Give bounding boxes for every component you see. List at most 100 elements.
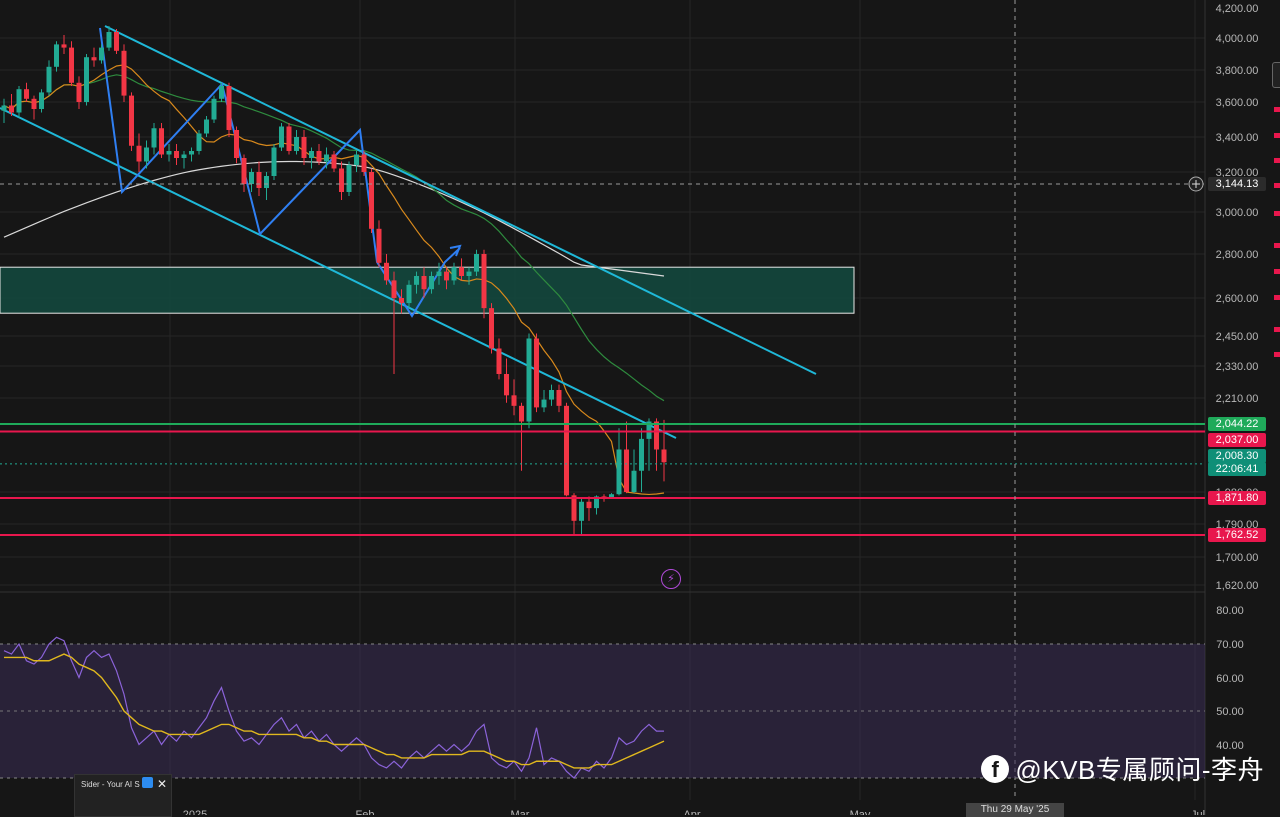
candle-body <box>54 44 59 67</box>
candle-body <box>331 154 337 169</box>
price-axis-label: 2,210.00 <box>1216 393 1259 405</box>
candle-body <box>69 47 74 83</box>
alert-marker[interactable] <box>1274 211 1280 216</box>
candle-body <box>286 126 292 151</box>
lightning-icon[interactable]: ⚡ <box>661 569 681 589</box>
candle-body <box>91 57 97 61</box>
candle-body <box>174 151 179 158</box>
candle-body <box>646 421 652 439</box>
candle-body <box>211 98 217 120</box>
candle-body <box>9 105 14 113</box>
candle-body <box>204 119 209 134</box>
candle-body <box>121 50 127 96</box>
candle-body <box>399 298 404 304</box>
rsi-axis-label: 70.00 <box>1216 639 1244 651</box>
candle-body <box>489 308 494 349</box>
channel-upper-line[interactable] <box>104 25 817 375</box>
candle-body <box>481 254 487 309</box>
side-toggle-icon[interactable] <box>1272 62 1280 88</box>
price-axis-label: 4,200.00 <box>1216 3 1259 15</box>
candle-body <box>144 147 149 162</box>
candle-body <box>39 92 44 109</box>
candle-body <box>301 137 307 158</box>
candle-body <box>429 276 434 290</box>
candle-body <box>249 172 254 184</box>
rsi-axis-label: 80.00 <box>1216 605 1244 617</box>
alert-marker[interactable] <box>1274 107 1280 112</box>
candle-body <box>594 496 599 509</box>
alert-marker[interactable] <box>1274 352 1280 357</box>
channel-lower-line[interactable] <box>0 107 677 439</box>
alert-marker[interactable] <box>1274 133 1280 138</box>
candle-body <box>444 271 449 281</box>
candle-body <box>46 66 52 93</box>
rsi-axis: 80.00 70.00 60.00 50.00 40.00 <box>1216 605 1244 752</box>
price-axis-label: 2,330.00 <box>1216 361 1259 373</box>
rsi-axis-label: 50.00 <box>1216 706 1244 718</box>
candle-body <box>601 496 607 498</box>
alert-marker[interactable] <box>1274 295 1280 300</box>
price-axis-label: 3,800.00 <box>1216 65 1259 77</box>
candle-body <box>196 133 202 151</box>
alert-marker[interactable] <box>1274 269 1280 274</box>
candle-body <box>129 95 134 146</box>
candle-body <box>346 165 352 192</box>
plus-icon <box>1192 180 1200 188</box>
price-axis-label: 3,400.00 <box>1216 132 1259 144</box>
candle-body <box>526 338 532 422</box>
alert-marker[interactable] <box>1274 183 1280 188</box>
candlestick-series <box>1 26 667 536</box>
rsi-ma-line <box>4 653 665 769</box>
candle-body <box>219 86 224 99</box>
candle-body <box>279 126 284 148</box>
time-axis-label: Apr <box>683 809 700 815</box>
candle-body <box>639 438 644 471</box>
rsi-axis-label: 60.00 <box>1216 673 1244 685</box>
candle-body <box>189 151 194 155</box>
candle-body <box>459 267 464 276</box>
candle-body <box>631 470 637 492</box>
candle-body <box>294 137 299 151</box>
candle-body <box>534 338 539 408</box>
candle-body <box>31 98 37 109</box>
candle-body <box>114 32 119 51</box>
candle-body <box>504 374 509 396</box>
candle-body <box>661 449 667 463</box>
candle-body <box>264 176 269 188</box>
candle-body <box>136 145 142 162</box>
price-axis-label: 2,800.00 <box>1216 249 1259 261</box>
candle-body <box>384 262 389 281</box>
candle-body <box>234 130 239 158</box>
candle-body <box>271 147 277 176</box>
candle-body <box>181 154 187 158</box>
candle-body <box>451 267 457 281</box>
candle-body <box>549 390 554 400</box>
alert-marker[interactable] <box>1274 327 1280 332</box>
ma-200-line <box>3 160 665 277</box>
price-axis-label: 2,600.00 <box>1216 293 1259 305</box>
candle-body <box>466 271 472 276</box>
alert-marker[interactable] <box>1274 158 1280 163</box>
candle-body <box>496 348 502 374</box>
candle-body <box>436 271 442 276</box>
time-axis-label: May <box>850 809 871 815</box>
time-axis[interactable]: 2025 Feb Mar Apr May Jul <box>183 809 1205 815</box>
candle-body <box>354 154 359 165</box>
time-axis-label: 2025 <box>183 809 207 815</box>
candle-body <box>16 89 22 113</box>
price-axis-label: 3,000.00 <box>1216 207 1259 219</box>
candle-body <box>226 86 232 130</box>
alert-marker[interactable] <box>1274 243 1280 248</box>
close-icon[interactable]: ✕ <box>156 777 167 791</box>
crosshair-date-tag: Thu 29 May '25 <box>966 803 1064 817</box>
candle-body <box>556 390 562 406</box>
candle-body <box>654 421 659 450</box>
candle-body <box>361 154 367 172</box>
current-price-tag: 2,008.30 <box>1208 449 1266 463</box>
price-axis-label: 4,000.00 <box>1216 33 1259 45</box>
facebook-icon: f <box>981 754 1010 783</box>
price-axis-label: 1,620.00 <box>1216 580 1259 592</box>
price-axis-label: 3,200.00 <box>1216 167 1259 179</box>
sider-popup[interactable]: Sider - Your AI S ✕ <box>74 774 172 817</box>
